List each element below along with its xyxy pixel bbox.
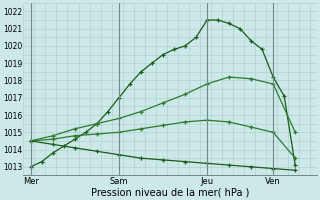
X-axis label: Pression niveau de la mer( hPa ): Pression niveau de la mer( hPa )	[91, 187, 250, 197]
